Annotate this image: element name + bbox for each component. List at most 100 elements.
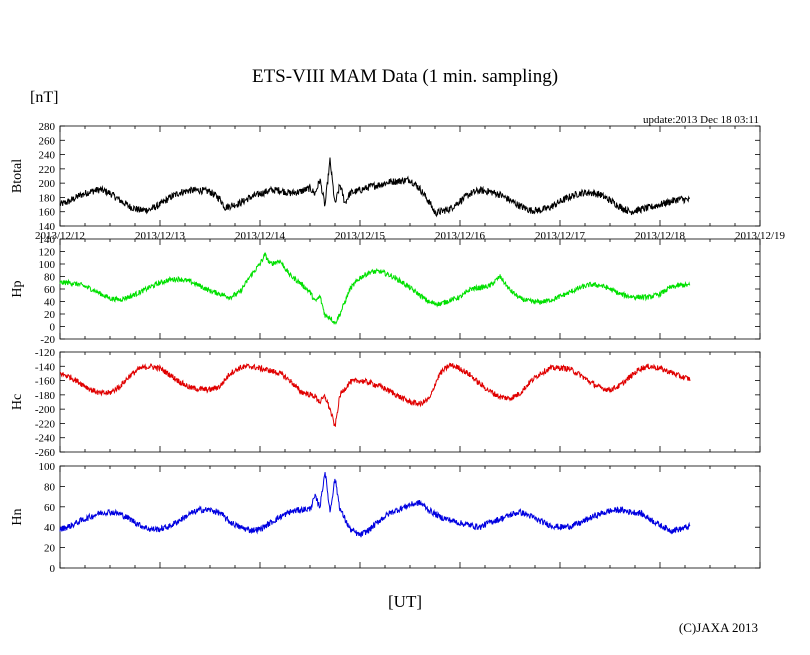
data-point — [519, 393, 520, 394]
data-point — [99, 293, 100, 294]
data-point — [329, 409, 330, 410]
data-point — [189, 513, 190, 514]
data-point — [259, 263, 260, 264]
data-point — [559, 527, 560, 528]
data-point — [139, 292, 140, 293]
data-point — [389, 512, 390, 513]
data-point — [389, 275, 390, 276]
data-point — [239, 527, 240, 528]
data-point — [464, 293, 465, 294]
y-tick-label: 40 — [44, 297, 56, 309]
data-point — [199, 389, 200, 390]
data-point — [599, 513, 600, 514]
data-point — [369, 272, 370, 273]
data-point — [219, 293, 220, 294]
y-tick-label: 60 — [44, 502, 56, 514]
data-point — [89, 288, 90, 289]
data-point — [89, 191, 90, 192]
data-point — [679, 285, 680, 286]
data-point — [229, 205, 230, 206]
data-point — [539, 210, 540, 211]
data-point — [159, 282, 160, 283]
data-point — [314, 193, 315, 194]
data-point — [499, 518, 500, 519]
data-point — [334, 204, 335, 205]
data-point — [79, 284, 80, 285]
data-point — [344, 203, 345, 204]
chart-title: ETS-VIII MAM Data (1 min. sampling) — [251, 66, 559, 87]
data-point — [419, 404, 420, 405]
y-tick-label: 20 — [44, 309, 56, 321]
data-point — [169, 374, 170, 375]
data-point — [409, 401, 410, 402]
data-point — [339, 184, 340, 185]
data-point — [99, 189, 100, 190]
data-point — [469, 193, 470, 194]
data-point — [529, 301, 530, 302]
y-tick-label: 0 — [50, 322, 56, 334]
data-point — [239, 203, 240, 204]
data-point — [329, 511, 330, 512]
data-point — [609, 288, 610, 289]
data-point — [264, 254, 265, 255]
update-timestamp: update:2013 Dec 18 03:11 — [643, 114, 759, 126]
data-point — [359, 277, 360, 278]
data-point — [509, 514, 510, 515]
data-point — [449, 519, 450, 520]
data-point — [79, 520, 80, 521]
data-point — [179, 278, 180, 279]
data-point — [379, 519, 380, 520]
data-point — [289, 380, 290, 381]
data-point — [209, 191, 210, 192]
data-point — [434, 213, 435, 214]
data-point — [569, 292, 570, 293]
data-point — [314, 396, 315, 397]
data-point — [689, 379, 690, 380]
data-point — [314, 301, 315, 302]
data-point — [159, 204, 160, 205]
y-tick-label: 180 — [39, 192, 56, 204]
data-point — [409, 504, 410, 505]
y-tick-label: -260 — [35, 447, 56, 459]
panel-ylabel: Hc — [10, 394, 25, 410]
data-point — [249, 366, 250, 367]
data-point — [569, 526, 570, 527]
data-point — [109, 511, 110, 512]
data-point — [579, 374, 580, 375]
data-point — [89, 389, 90, 390]
data-point — [299, 191, 300, 192]
data-point — [369, 186, 370, 187]
data-point — [509, 200, 510, 201]
data-point — [199, 190, 200, 191]
y-tick-label: -140 — [35, 361, 56, 373]
data-point — [139, 210, 140, 211]
data-point — [399, 396, 400, 397]
data-point — [399, 180, 400, 181]
data-point — [349, 288, 350, 289]
panel-frame — [59, 125, 761, 227]
data-point — [649, 366, 650, 367]
panel-ylabel: Btotal — [10, 159, 25, 193]
data-point — [479, 384, 480, 385]
y-tick-label: 0 — [50, 563, 56, 575]
data-point — [389, 391, 390, 392]
data-point — [219, 198, 220, 199]
data-point — [509, 398, 510, 399]
data-point — [239, 292, 240, 293]
data-point — [639, 512, 640, 513]
data-point — [479, 527, 480, 528]
data-point — [199, 285, 200, 286]
data-point — [489, 522, 490, 523]
data-point — [639, 368, 640, 369]
panel-ylabel: Hn — [10, 508, 25, 525]
data-point — [679, 198, 680, 199]
y-tick-label: -220 — [35, 418, 56, 430]
data-point — [659, 525, 660, 526]
data-point — [129, 206, 130, 207]
data-point — [449, 208, 450, 209]
data-point — [359, 535, 360, 536]
unit-label: [nT] — [30, 89, 59, 106]
data-point — [269, 523, 270, 524]
data-point — [339, 394, 340, 395]
y-tick-label: -200 — [35, 404, 56, 416]
